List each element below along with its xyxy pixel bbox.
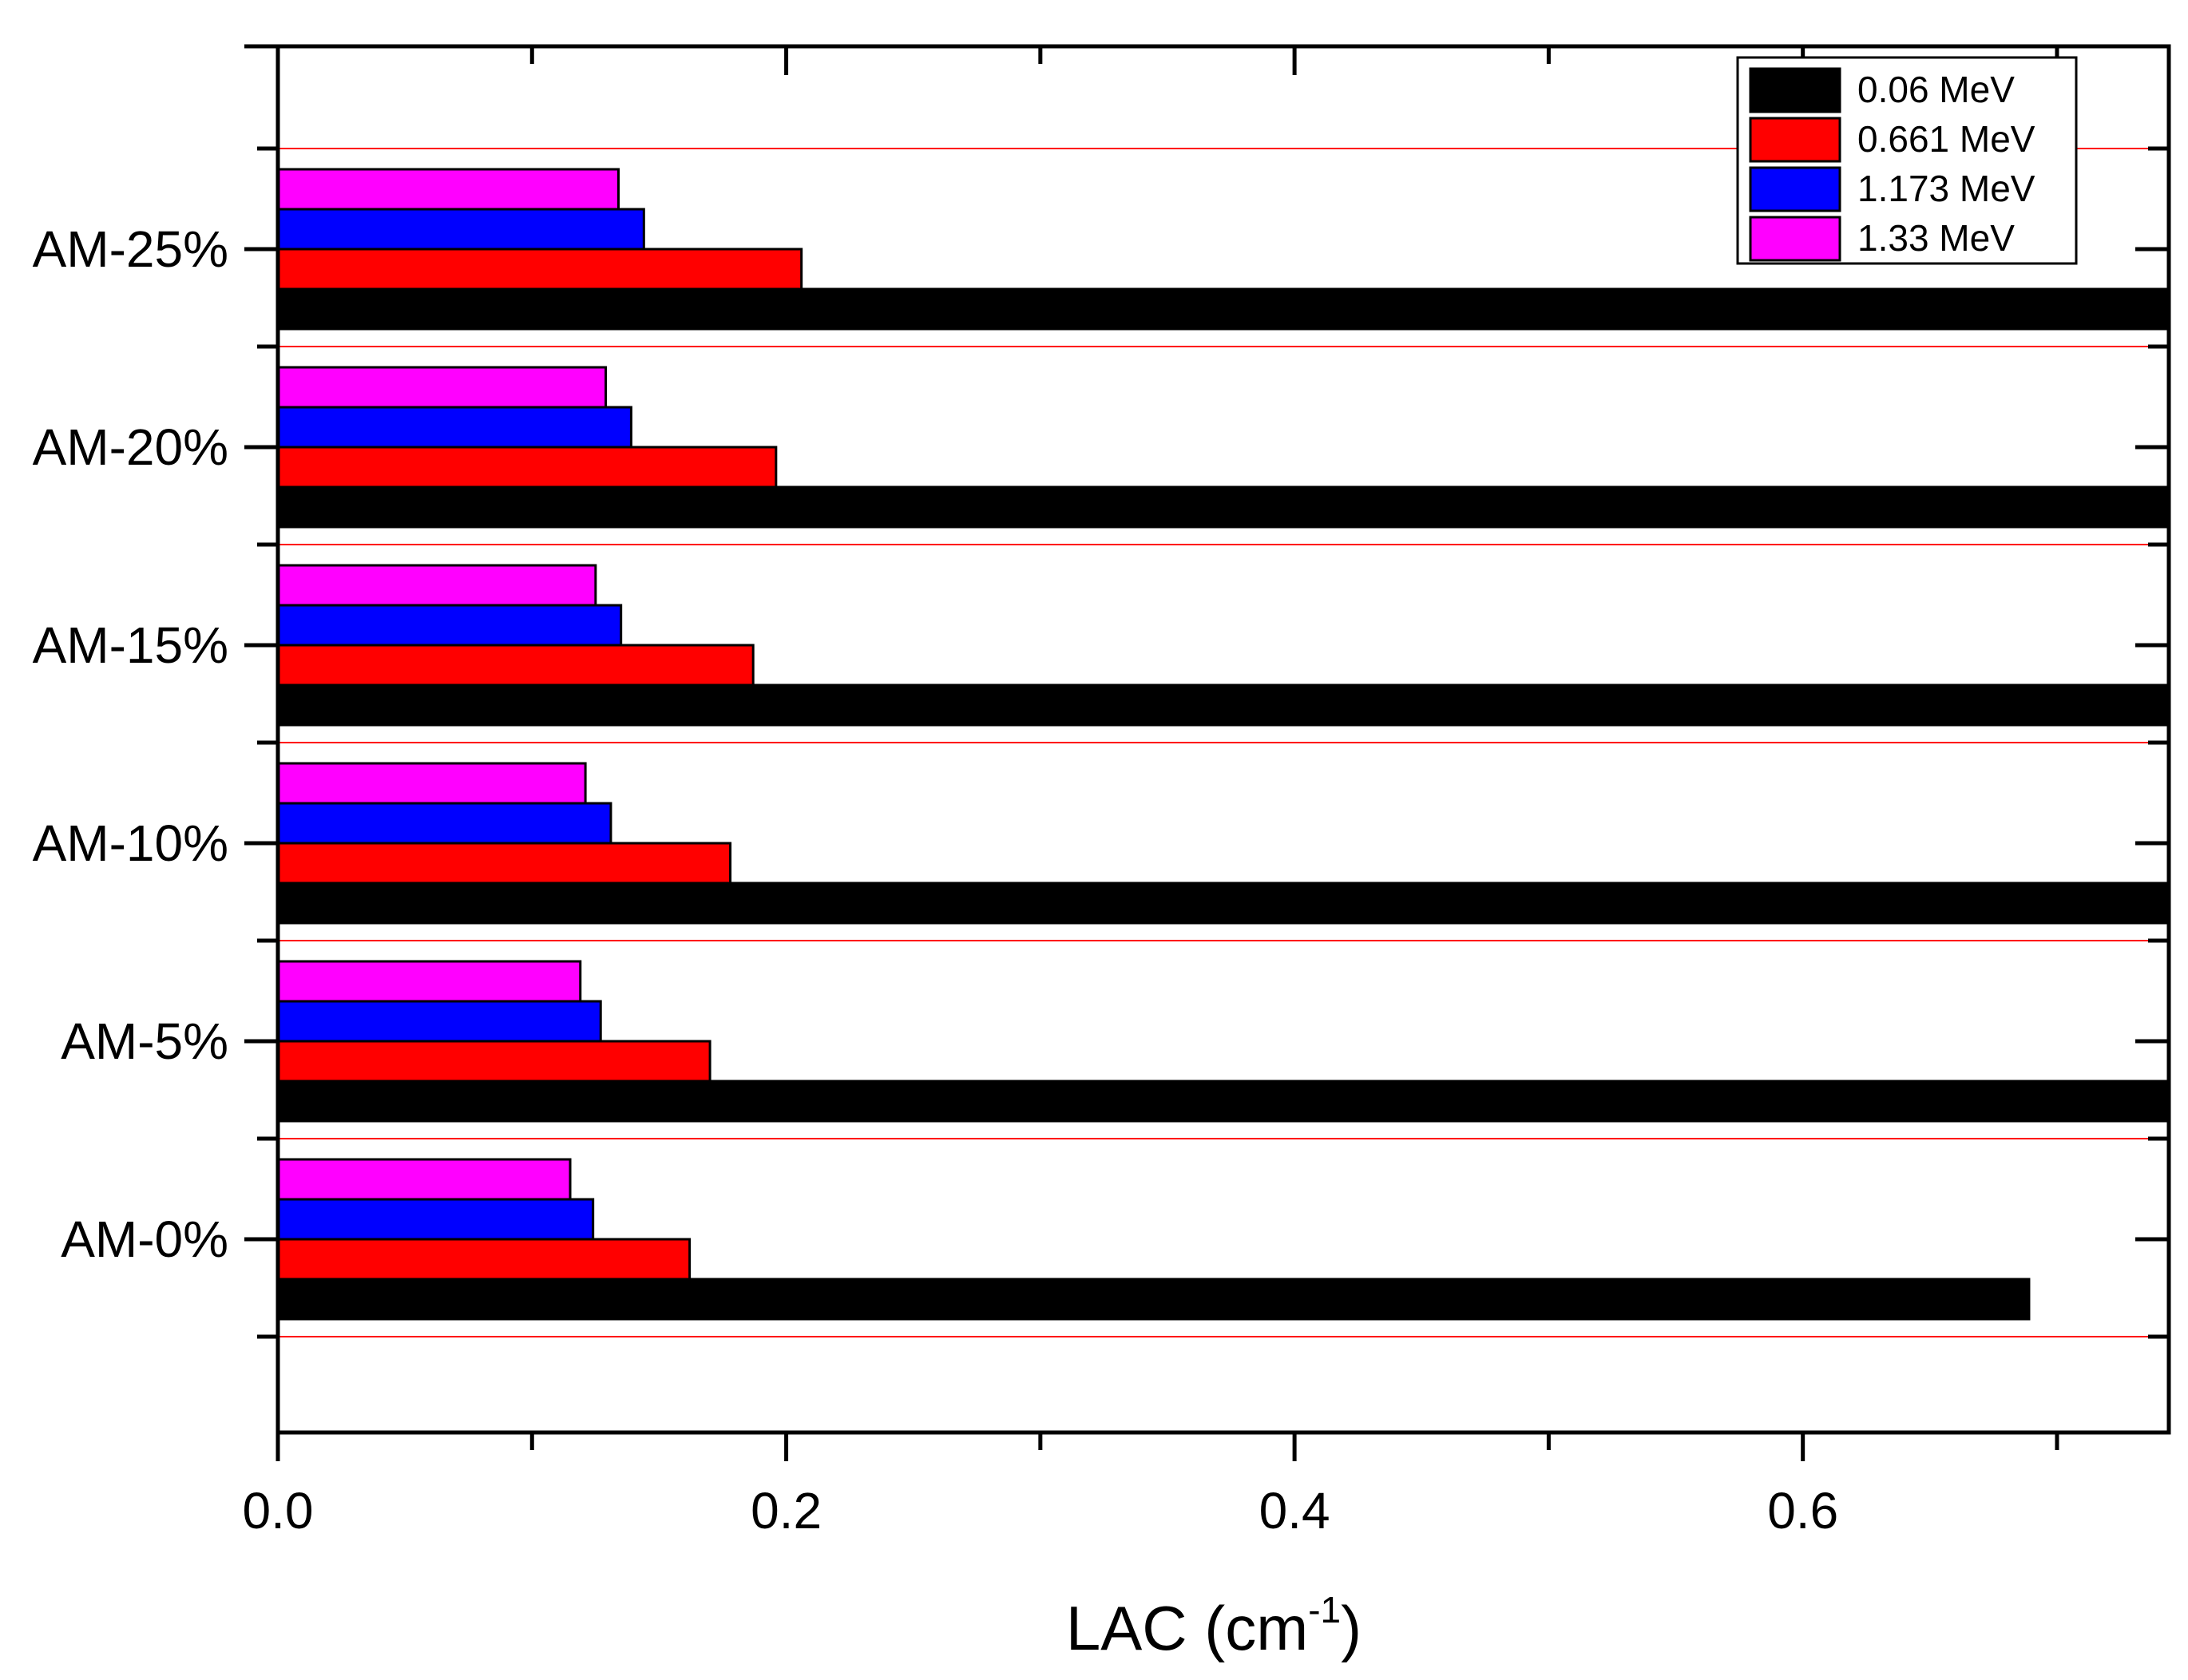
bar-am-25--0-06-mev	[276, 287, 2170, 331]
bar-am-5--1-173-mev	[276, 1000, 602, 1043]
bar-am-5--0-06-mev	[276, 1080, 2170, 1123]
legend-label: 1.173 MeV	[1857, 168, 2035, 209]
x-tick-label: 0.6	[1767, 1482, 1838, 1539]
bar-am-10--1-173-mev	[276, 802, 612, 845]
legend-label: 1.33 MeV	[1857, 217, 2015, 259]
x-tick-label: 0.2	[751, 1482, 822, 1539]
bar-am-15--1-173-mev	[276, 604, 623, 647]
y-tick-label: AM-15%	[33, 616, 228, 674]
y-tick-label: AM-25%	[33, 220, 228, 278]
y-tick-label: AM-5%	[61, 1012, 228, 1070]
bar-am-15--0-661-mev	[276, 644, 755, 687]
y-tick-label: AM-10%	[33, 814, 228, 872]
x-tick-label: 0.4	[1259, 1482, 1330, 1539]
bar-am-10--0-06-mev	[276, 882, 2170, 925]
bar-am-25--0-661-mev	[276, 248, 803, 291]
bar-am-20--0-661-mev	[276, 446, 778, 489]
bar-am-25--1-33-mev	[276, 168, 620, 211]
bar-am-25--1-173-mev	[276, 208, 645, 251]
legend: 0.06 MeV 0.661 MeV 1.173 MeV 1.33 MeV	[1736, 56, 2078, 265]
bar-am-0--1-33-mev	[276, 1158, 572, 1201]
bar-am-15--1-33-mev	[276, 564, 597, 607]
x-tick-label: 0.0	[243, 1482, 314, 1539]
bar-am-5--0-661-mev	[276, 1040, 711, 1083]
x-axis-title: LAC (cm-1)	[1066, 1589, 1362, 1663]
axis-ticks	[244, 44, 2169, 1461]
bar-am-15--0-06-mev	[276, 683, 2170, 727]
bars-layer	[276, 168, 2170, 1321]
y-tick-label: AM-0%	[61, 1210, 228, 1268]
legend-label: 0.661 MeV	[1857, 118, 2035, 160]
legend-swatch	[1749, 67, 1841, 113]
y-tick-label: AM-20%	[33, 418, 228, 476]
bar-am-20--1-33-mev	[276, 366, 608, 409]
bar-am-0--0-661-mev	[276, 1238, 692, 1281]
legend-swatch	[1749, 216, 1841, 262]
x-tick-labels: 0.0 0.2 0.4 0.6	[243, 1482, 1839, 1539]
y-tick-labels: AM-0% AM-5% AM-10% AM-15% AM-20% AM-25%	[33, 220, 228, 1268]
bar-am-0--1-173-mev	[276, 1198, 595, 1241]
bar-am-0--0-06-mev	[276, 1278, 2031, 1321]
bar-am-20--0-06-mev	[276, 485, 2170, 529]
bar-am-20--1-173-mev	[276, 406, 632, 449]
legend-swatch	[1749, 117, 1841, 163]
legend-swatch	[1749, 166, 1841, 212]
plot-frame	[275, 44, 2171, 1435]
legend-label: 0.06 MeV	[1857, 69, 2015, 110]
bar-am-5--1-33-mev	[276, 960, 582, 1003]
bar-am-10--1-33-mev	[276, 762, 587, 805]
bar-am-10--0-661-mev	[276, 842, 732, 885]
